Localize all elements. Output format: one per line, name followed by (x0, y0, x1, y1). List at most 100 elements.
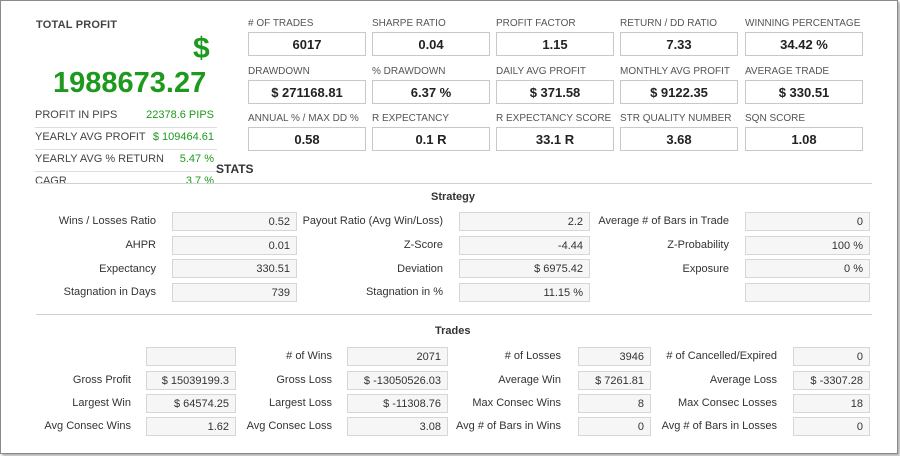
metric-value: 0.58 (248, 127, 366, 151)
trades-label: Avg # of Bars in Wins (456, 420, 561, 432)
strategy-label: Wins / Losses Ratio (58, 215, 156, 227)
side-stat-value: 22378.6 PIPS (146, 109, 214, 121)
strategy-value: $ 6975.42 (459, 259, 590, 278)
section-divider (36, 314, 872, 315)
metric-str-quality-number: STR QUALITY NUMBER 3.68 (620, 113, 738, 151)
strategy-label: Z-Score (403, 239, 443, 251)
strategy-label: Stagnation in Days (63, 286, 156, 298)
strategy-value: 2.2 (459, 212, 590, 231)
side-stat-row: CAGR 3.7 % (35, 171, 217, 193)
side-stat-label: YEARLY AVG % RETURN (35, 153, 164, 165)
metric-value: 0.1 R (372, 127, 490, 151)
side-stat-row: PROFIT IN PIPS 22378.6 PIPS (35, 105, 217, 128)
trades-value: 3946 (578, 347, 651, 366)
strategy-label: Stagnation in % (365, 286, 443, 298)
metric-value: $ 330.51 (745, 80, 863, 104)
trades-value: 0 (793, 417, 870, 436)
metric-trades: # OF TRADES 6017 (248, 18, 366, 56)
side-stat-row: YEARLY AVG PROFIT $ 109464.61 (35, 127, 217, 150)
trades-value: $ -3307.28 (793, 371, 870, 390)
side-stat-value: 3.7 % (185, 175, 214, 187)
strategy-value: 0 (745, 212, 870, 231)
trades-label: Largest Win (72, 397, 131, 409)
metric-value: 7.33 (620, 32, 738, 56)
metric-label: ANNUAL % / MAX DD % (248, 113, 359, 124)
metric-label: MONTHLY AVG PROFIT (620, 66, 731, 77)
total-profit-value: 1988673.27 (53, 67, 207, 99)
strategy-label: Payout Ratio (Avg Win/Loss) (302, 215, 443, 227)
trades-value: $ -13050526.03 (347, 371, 448, 390)
trades-label: Gross Profit (72, 374, 131, 386)
metric-label: % DRAWDOWN (372, 66, 446, 77)
section-divider (36, 183, 872, 184)
trades-value: $ 15039199.3 (146, 371, 236, 390)
metric-value: $ 371.58 (496, 80, 614, 104)
side-stat-value: $ 109464.61 (152, 131, 214, 143)
strategy-value: 0.01 (172, 236, 297, 255)
trades-label: Average Win (498, 374, 561, 386)
strategy-heading: Strategy (431, 191, 476, 203)
metric-value: 3.68 (620, 127, 738, 151)
currency-symbol: $ (193, 32, 210, 65)
strategy-label: Expectancy (99, 263, 156, 275)
trades-label: Max Consec Losses (677, 397, 777, 409)
trades-heading: Trades (435, 325, 471, 337)
metric-value: 6.37 % (372, 80, 490, 104)
strategy-value: 11.15 % (459, 283, 590, 302)
side-stat-label: YEARLY AVG PROFIT (35, 131, 146, 143)
metric-return-dd-ratio: RETURN / DD RATIO 7.33 (620, 18, 738, 56)
metric-label: WINNING PERCENTAGE (745, 18, 861, 29)
trades-value: $ -11308.76 (347, 394, 448, 413)
side-stat-row: YEARLY AVG % RETURN 5.47 % (35, 149, 217, 172)
metric-r-expectancy-score: R EXPECTANCY SCORE 33.1 R (496, 113, 614, 151)
metric-percent-drawdown: % DRAWDOWN 6.37 % (372, 66, 490, 104)
stats-heading: STATS (216, 162, 254, 176)
trades-label: Average Loss (709, 374, 777, 386)
strategy-value: 0 % (745, 259, 870, 278)
strategy-label: Z-Probability (667, 239, 729, 251)
strategy-value-empty (745, 283, 870, 302)
trades-label: Avg Consec Wins (44, 420, 131, 432)
side-stat-value: 5.47 % (179, 153, 214, 165)
trades-value: $ 7261.81 (578, 371, 651, 390)
trades-value: 3.08 (347, 417, 448, 436)
trades-value: 2071 (347, 347, 448, 366)
trades-label: # of Losses (504, 350, 561, 362)
metric-value: 0.04 (372, 32, 490, 56)
metric-value: 1.15 (496, 32, 614, 56)
strategy-value: -4.44 (459, 236, 590, 255)
total-profit-label: TOTAL PROFIT (36, 19, 118, 31)
metric-label: AVERAGE TRADE (745, 66, 830, 77)
strategy-label: Deviation (397, 263, 443, 275)
metric-label: PROFIT FACTOR (496, 18, 576, 29)
trades-value: 0 (793, 347, 870, 366)
metric-value: 1.08 (745, 127, 863, 151)
metric-label: RETURN / DD RATIO (620, 18, 718, 29)
metric-value: $ 9122.35 (620, 80, 738, 104)
strategy-label: Average # of Bars in Trade (598, 215, 729, 227)
metric-r-expectancy: R EXPECTANCY 0.1 R (372, 113, 490, 151)
metric-label: R EXPECTANCY SCORE (496, 113, 612, 124)
strategy-value: 739 (172, 283, 297, 302)
metric-label: # OF TRADES (248, 18, 314, 29)
metric-label: R EXPECTANCY (372, 113, 450, 124)
strategy-value: 0.52 (172, 212, 297, 231)
trades-label: Avg # of Bars in Losses (661, 420, 777, 432)
metric-sharpe-ratio: SHARPE RATIO 0.04 (372, 18, 490, 56)
trades-value-empty (146, 347, 236, 366)
side-stat-label: CAGR (35, 175, 67, 187)
trades-label: Largest Loss (269, 397, 332, 409)
strategy-label: AHPR (125, 239, 156, 251)
trades-value: $ 64574.25 (146, 394, 236, 413)
trades-value: 8 (578, 394, 651, 413)
trades-label: # of Wins (286, 350, 332, 362)
metric-value: 34.42 % (745, 32, 863, 56)
trades-value: 0 (578, 417, 651, 436)
trades-label: Avg Consec Loss (246, 420, 332, 432)
metric-monthly-avg-profit: MONTHLY AVG PROFIT $ 9122.35 (620, 66, 738, 104)
metric-label: DAILY AVG PROFIT (496, 66, 587, 77)
metric-annual-max-dd: ANNUAL % / MAX DD % 0.58 (248, 113, 366, 151)
metric-label: SQN SCORE (745, 113, 806, 124)
metric-value: 6017 (248, 32, 366, 56)
